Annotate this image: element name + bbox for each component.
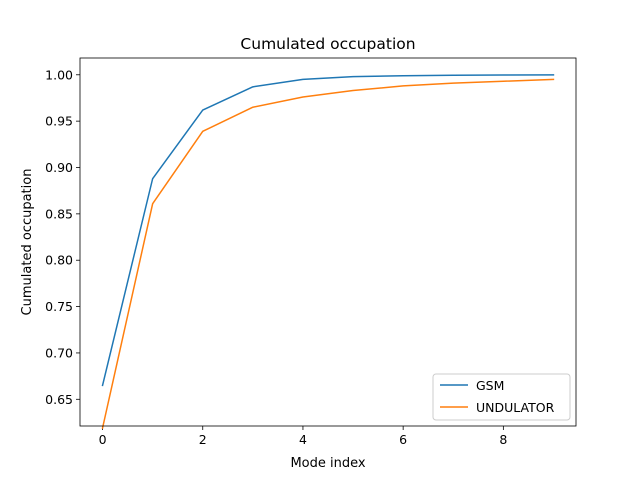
series-lines [101,74,555,429]
y-tick-label: 0.90 [45,160,73,175]
x-tick-label: 8 [499,432,507,447]
x-tick-label: 0 [99,432,107,447]
y-tick-label: 0.85 [45,206,73,221]
x-axis-ticks: 0 2 4 6 8 [99,426,507,447]
x-axis-label: Mode index [290,456,365,471]
plot-frame [79,57,577,427]
y-tick-label: 0.65 [45,392,73,407]
y-tick-label: 0.75 [45,299,73,314]
y-tick-label: 1.00 [45,67,73,82]
series-line-gsm [101,74,555,387]
y-tick-label: 0.95 [45,114,73,129]
legend-label-gsm: GSM [476,378,504,393]
y-axis-ticks: 0.65 0.70 0.75 0.80 0.85 0.90 0.95 1.00 [45,67,80,407]
y-axis-label: Cumulated occupation [20,169,35,316]
legend-label-undulator: UNDULATOR [476,400,555,415]
y-tick-label: 0.80 [45,253,73,268]
legend: GSM UNDULATOR [432,373,571,421]
chart-title: Cumulated occupation [240,35,415,53]
series-line-undulator [101,78,555,429]
y-tick-label: 0.70 [45,345,73,360]
x-tick-label: 6 [399,432,407,447]
x-tick-label: 4 [299,432,307,447]
x-tick-label: 2 [199,432,207,447]
